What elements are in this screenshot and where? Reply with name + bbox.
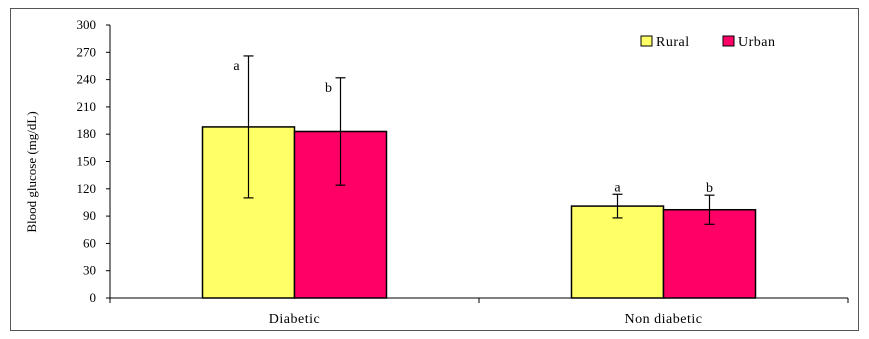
y-tick-label: 30 <box>83 263 96 278</box>
significance-letter: a <box>233 59 240 74</box>
bar-rural <box>570 205 665 299</box>
y-tick-label: 210 <box>77 99 97 114</box>
y-tick-label: 120 <box>77 181 97 196</box>
y-tick-label: 60 <box>83 235 96 250</box>
significance-letter: b <box>325 81 332 96</box>
bars <box>201 126 757 299</box>
legend-label-urban: Urban <box>738 35 776 50</box>
legend-swatch-rural <box>640 35 653 47</box>
y-tick-label: 0 <box>90 290 97 305</box>
x-category-label: Diabetic <box>269 312 320 327</box>
significance-labels: a b a b <box>233 59 713 196</box>
legend: Rural Urban <box>640 35 776 50</box>
y-tick-label: 300 <box>77 17 97 32</box>
legend-swatch-urban <box>722 35 735 47</box>
y-tick-label: 90 <box>83 208 96 223</box>
y-tick-label: 240 <box>77 72 97 87</box>
significance-letter: a <box>614 180 621 195</box>
error-bars <box>243 55 715 225</box>
significance-letter: b <box>706 181 713 196</box>
y-tick-label: 150 <box>77 154 97 169</box>
legend-label-rural: Rural <box>656 35 690 50</box>
y-tick-label: 180 <box>77 126 97 141</box>
y-axis-title: Blood glucose (mg/dL) <box>24 111 39 232</box>
x-category-label: Non diabetic <box>625 312 703 327</box>
chart-border <box>10 8 859 331</box>
y-tick-label: 270 <box>77 44 97 59</box>
axes: 0 30 60 90 120 150 180 210 240 270 300 Diabetic Non … <box>77 17 849 327</box>
